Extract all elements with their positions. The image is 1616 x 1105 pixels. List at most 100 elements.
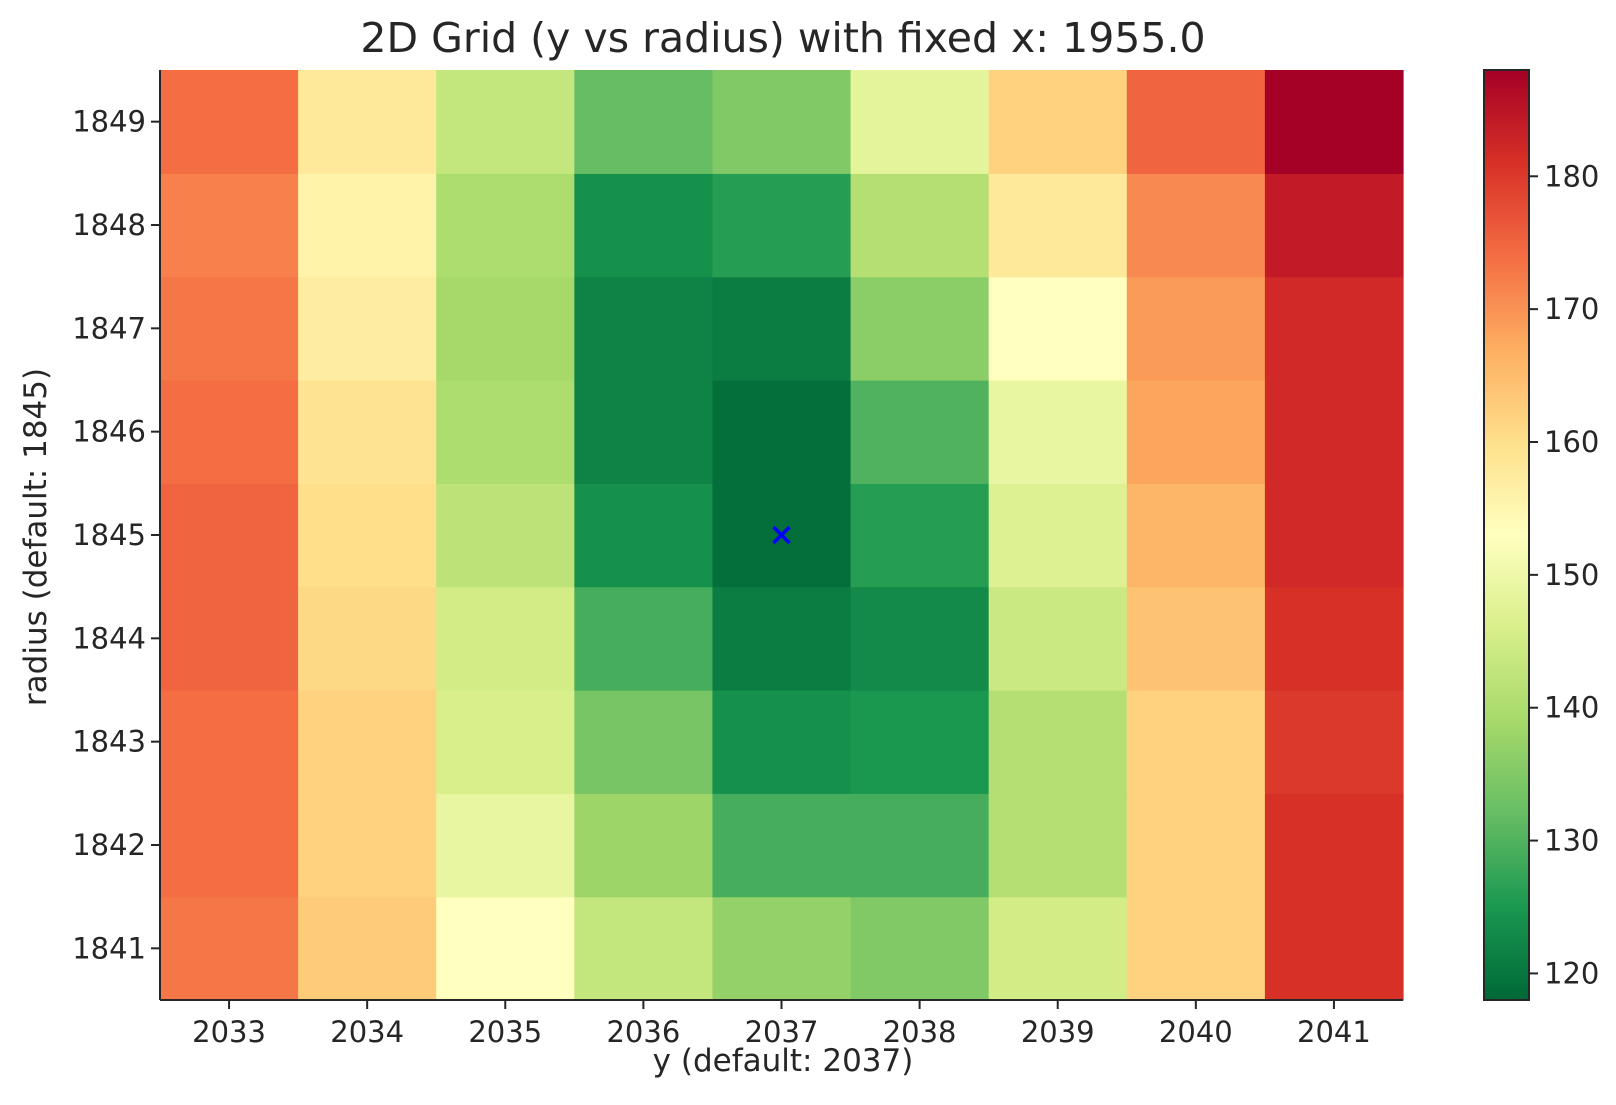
heatmap-cell: [436, 276, 575, 381]
y-tick-label: 1849: [72, 105, 146, 139]
marker-stroke: [772, 525, 791, 545]
x-tick-label: 2033: [192, 1015, 266, 1049]
heatmap-cell: [988, 276, 1128, 381]
heatmap-cell: [1126, 173, 1266, 278]
heatmap-cell: [436, 483, 575, 588]
heatmap-cell: [988, 793, 1128, 898]
colorbar-gradient: [1483, 69, 1530, 1001]
heatmap-cell: [850, 276, 990, 381]
heatmap-cell: [712, 896, 852, 1001]
y-tick-label: 1848: [72, 208, 146, 242]
heatmap-cell: [298, 276, 437, 381]
x-tick-label: 2034: [330, 1015, 404, 1049]
heatmap-cell: [1126, 380, 1266, 484]
heatmap-cell: [574, 896, 714, 1001]
heatmap-cell: [436, 690, 575, 794]
heatmap-cell: [850, 690, 990, 794]
heatmap-cell: [436, 173, 575, 278]
colorbar-tick-label: 120: [1544, 956, 1599, 990]
heatmap-cell: [160, 483, 299, 588]
x-axis-label: y (default: 2037): [653, 1043, 914, 1079]
marker-layer: [772, 525, 791, 545]
heatmap-cell: [574, 483, 714, 588]
y-tick-label: 1847: [72, 311, 146, 345]
colorbar-tick-label: 130: [1544, 824, 1599, 858]
x-tick-label: 2039: [1021, 1015, 1095, 1049]
heatmap-cell: [1126, 793, 1266, 898]
x-tick-label: 2037: [745, 1015, 819, 1049]
heatmap-cell: [712, 586, 852, 691]
heatmap-cell: [436, 380, 575, 484]
heatmap-cell: [988, 380, 1128, 484]
heatmap-cell: [298, 586, 437, 691]
y-tick-label: 1846: [72, 415, 146, 449]
heatmap-cell: [1126, 690, 1266, 794]
heatmap-cell: [298, 793, 437, 898]
heatmap-cell: [1264, 276, 1404, 381]
heatmap-cell: [1264, 483, 1404, 588]
heatmap-cell: [298, 896, 437, 1001]
heatmap-cell: [850, 380, 990, 484]
heatmap-cell: [712, 793, 852, 898]
colorbar-tick-label: 140: [1544, 691, 1599, 725]
heatmap-cell: [160, 173, 299, 278]
heatmap-cell: [1264, 793, 1404, 898]
heatmap-cell: [160, 793, 299, 898]
colorbar-tick-label: 150: [1544, 558, 1599, 592]
x-axis-ticks: 2033 2034 2035 2036 2037 2038 2039 2040 2041: [192, 1000, 1371, 1049]
y-axis-label: radius (default: 1845): [18, 368, 54, 706]
heatmap-cell: [850, 70, 990, 174]
colorbar: 120 130 140 150 160 170 180: [1483, 69, 1599, 1001]
y-tick-label: 1842: [72, 828, 146, 862]
x-tick-label: 2035: [468, 1015, 542, 1049]
colorbar-tick-label: 180: [1544, 159, 1599, 193]
y-tick-label: 1845: [72, 518, 146, 552]
heatmap-cell: [988, 586, 1128, 691]
heatmap-cell: [574, 380, 714, 484]
heatmap-cell: [850, 586, 990, 691]
default-point-marker: [772, 525, 791, 545]
heatmap-cell: [574, 793, 714, 898]
heatmap-cell: [436, 793, 575, 898]
heatmap-cell: [298, 380, 437, 484]
heatmap-cell: [160, 896, 299, 1001]
heatmap-cell: [298, 690, 437, 794]
heatmap-cell: [574, 586, 714, 691]
heatmap-cell: [712, 70, 852, 174]
heatmap-cell: [160, 380, 299, 484]
heatmap-cell: [298, 173, 437, 278]
heatmap-cells: [160, 70, 1404, 1001]
heatmap-cell: [1264, 380, 1404, 484]
heatmap-cell: [850, 896, 990, 1001]
heatmap-cell: [1126, 70, 1266, 174]
y-tick-label: 1841: [72, 931, 146, 965]
heatmap-cell: [1264, 586, 1404, 691]
heatmap-cell: [160, 690, 299, 794]
heatmap-cell: [988, 690, 1128, 794]
y-tick-label: 1843: [72, 725, 146, 759]
heatmap-cell: [1264, 70, 1404, 174]
heatmap-cell: [436, 586, 575, 691]
heatmap-cell: [298, 483, 437, 588]
x-tick-label: 2041: [1297, 1015, 1371, 1049]
heatmap-cell: [1126, 483, 1266, 588]
heatmap-cell: [712, 380, 852, 484]
heatmap-cell: [988, 70, 1128, 174]
heatmap-cell: [988, 896, 1128, 1001]
heatmap-cell: [988, 173, 1128, 278]
colorbar-tick-label: 160: [1544, 425, 1599, 459]
heatmap-cell: [574, 276, 714, 381]
heatmap-cell: [712, 276, 852, 381]
heatmap-cell: [574, 70, 714, 174]
heatmap-cell: [988, 483, 1128, 588]
heatmap-cell: [1126, 586, 1266, 691]
heatmap-cell: [850, 793, 990, 898]
x-tick-label: 2036: [606, 1015, 680, 1049]
x-tick-label: 2038: [883, 1015, 957, 1049]
y-tick-label: 1844: [72, 621, 146, 655]
heatmap-cell: [712, 690, 852, 794]
heatmap-cell: [1126, 276, 1266, 381]
heatmap-cell: [1264, 173, 1404, 278]
